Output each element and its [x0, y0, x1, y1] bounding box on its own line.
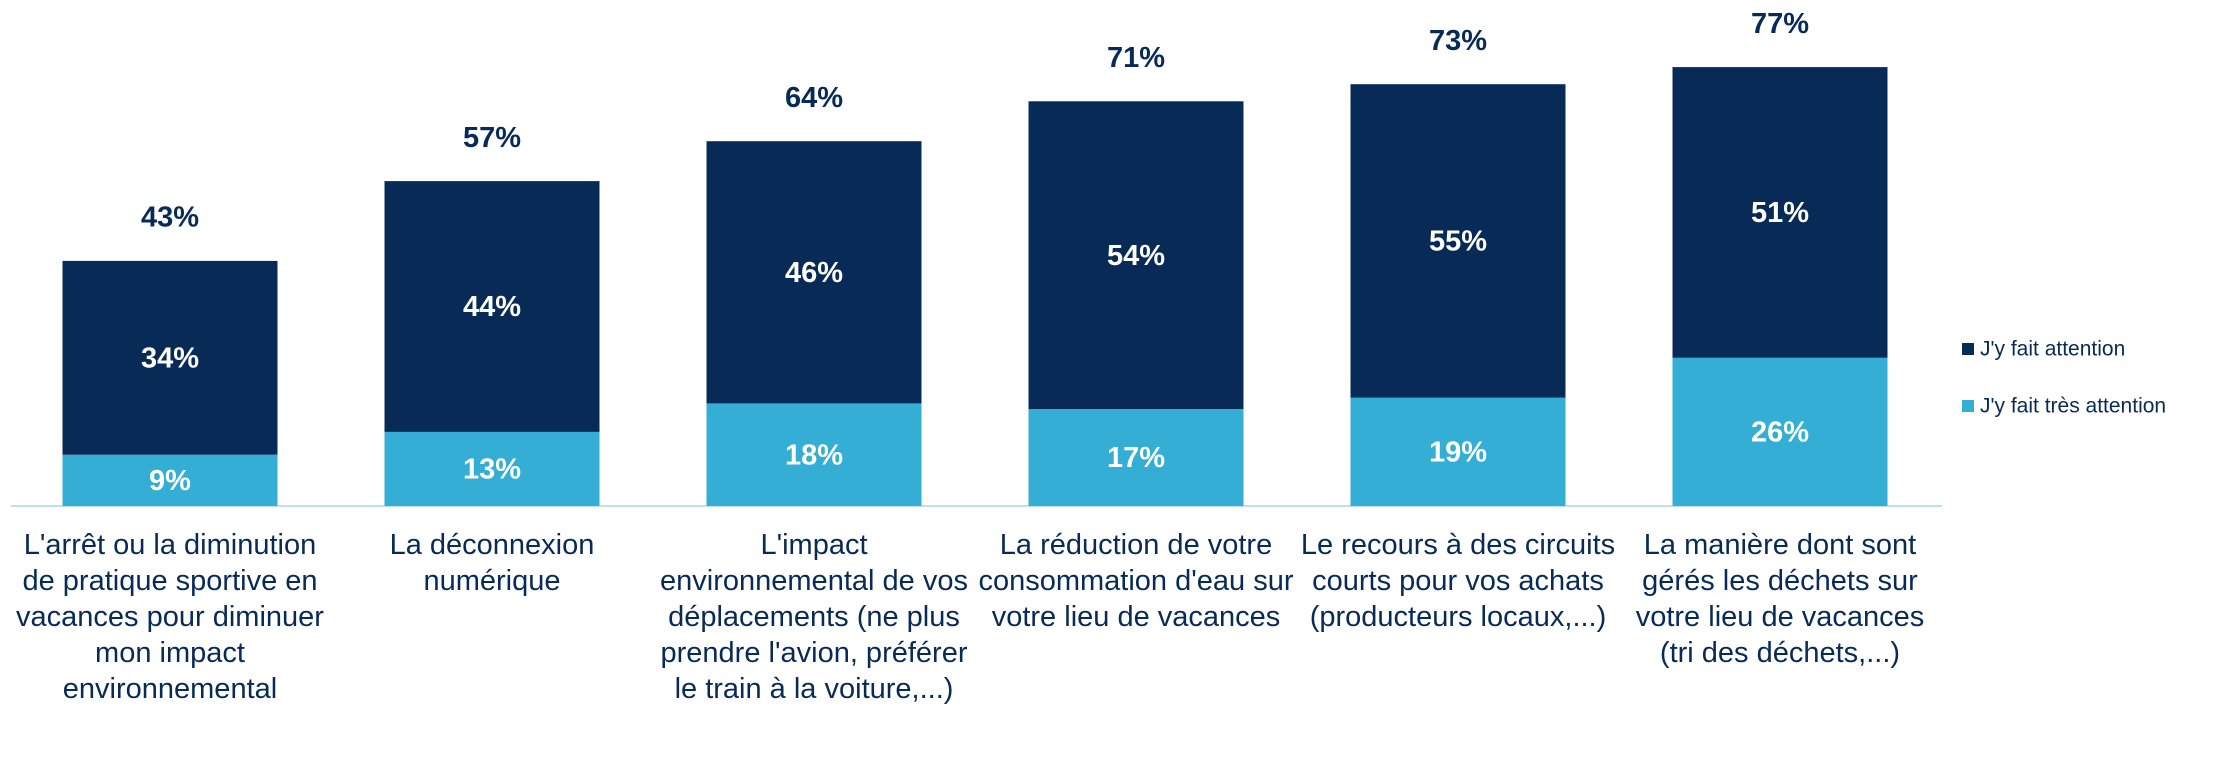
- category-label: La manière dont sont gérés les déchets s…: [1635, 529, 1925, 669]
- legend-label: J'y fait très attention: [1980, 395, 2166, 418]
- total-label: 57%: [463, 122, 521, 154]
- category-label: La réduction de votre consommation d'eau…: [978, 529, 1294, 633]
- value-label: 55%: [1429, 226, 1487, 258]
- bar-segment: [1350, 84, 1566, 398]
- category-label: La déconnexion numérique: [389, 529, 595, 597]
- bar-segment: [62, 260, 278, 455]
- value-label: 13%: [463, 454, 521, 486]
- value-label: 19%: [1429, 437, 1487, 469]
- category-label: L'impact environnemental de vos déplacem…: [660, 529, 968, 705]
- total-label: 77%: [1751, 8, 1809, 40]
- bar-segment: [706, 141, 922, 404]
- legend-swatch: [1962, 343, 1974, 355]
- value-label: 9%: [149, 465, 191, 497]
- value-label: 54%: [1107, 240, 1165, 272]
- total-label: 43%: [141, 202, 199, 234]
- value-label: 46%: [785, 257, 843, 289]
- category-label: L'arrêt ou la diminution de pratique spo…: [16, 529, 324, 705]
- bar-segment: [1028, 101, 1244, 410]
- bar-segment: [1672, 357, 1888, 506]
- total-label: 64%: [785, 82, 843, 114]
- bar-segment: [384, 181, 600, 432]
- value-label: 26%: [1751, 417, 1809, 449]
- bar-segment: [62, 454, 278, 506]
- category-label: Le recours à des circuits courts pour vo…: [1300, 529, 1616, 633]
- legend-swatch: [1962, 400, 1974, 412]
- value-label: 17%: [1107, 442, 1165, 474]
- bar-segment: [384, 431, 600, 506]
- total-label: 73%: [1429, 25, 1487, 57]
- bar-segment: [1672, 67, 1888, 358]
- total-label: 71%: [1107, 42, 1165, 74]
- bar-segment: [1350, 397, 1566, 506]
- value-label: 18%: [785, 439, 843, 471]
- legend-label: J'y fait attention: [1980, 338, 2125, 361]
- value-label: 34%: [141, 342, 199, 374]
- bar-segment: [1028, 409, 1244, 506]
- value-label: 51%: [1751, 197, 1809, 229]
- value-label: 44%: [463, 291, 521, 323]
- bar-segment: [706, 403, 922, 506]
